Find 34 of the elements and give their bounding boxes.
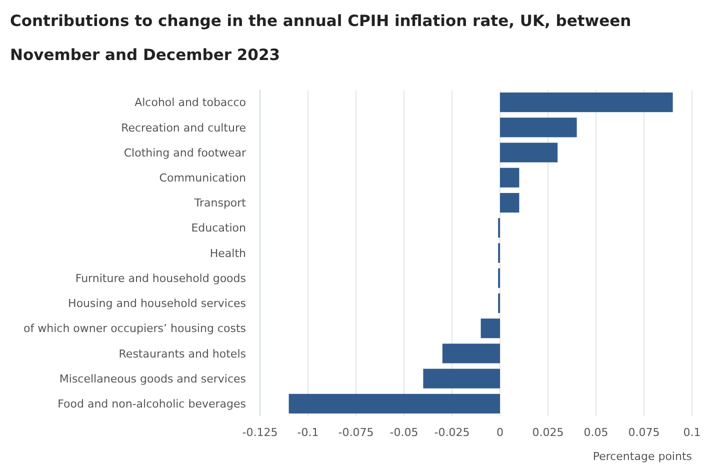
x-tick-label: 0 [496,426,504,439]
y-tick-label: Recreation and culture [121,121,246,134]
x-tick-label: -0.1 [297,426,319,439]
y-tick-label: Restaurants and hotels [118,347,246,360]
y-tick-label: Alcohol and tobacco [134,96,246,110]
x-axis-title: Percentage points [592,450,692,463]
x-tick-label: -0.125 [242,426,278,439]
x-tick-label: 0.025 [532,426,564,439]
bar [500,168,520,188]
bar [500,118,577,138]
x-tick-label: -0.025 [434,426,470,439]
bar [480,318,500,338]
y-tick-label: Transport [193,196,247,210]
x-tick-label: -0.05 [390,426,418,439]
x-tick-label: 0.075 [628,426,660,439]
y-tick-label: Clothing and footwear [124,146,246,160]
chart-title: Contributions to change in the annual CPIH inflation rate, UK, between November and December 2023 [10,12,632,64]
y-tick-label: Communication [159,172,246,185]
bar [423,368,500,388]
bar [500,92,673,112]
x-tick-label: 0.05 [584,426,608,439]
bar [442,344,500,364]
x-tick-label: -0.075 [338,426,374,439]
y-tick-label: Housing and household services [68,297,246,310]
y-tick-label: Health [210,246,246,260]
bar [500,142,558,162]
y-tick-label: Miscellaneous goods and services [59,372,246,386]
y-tick-label: Education [191,222,246,235]
bar [288,394,500,414]
x-tick-label: 0.1 [683,426,701,439]
y-tick-label: of which owner occupiers’ housing costs [24,322,246,336]
y-tick-label: Food and non-alcoholic beverages [58,398,246,411]
bar [500,192,520,213]
y-tick-label: Furniture and household goods [75,272,246,285]
